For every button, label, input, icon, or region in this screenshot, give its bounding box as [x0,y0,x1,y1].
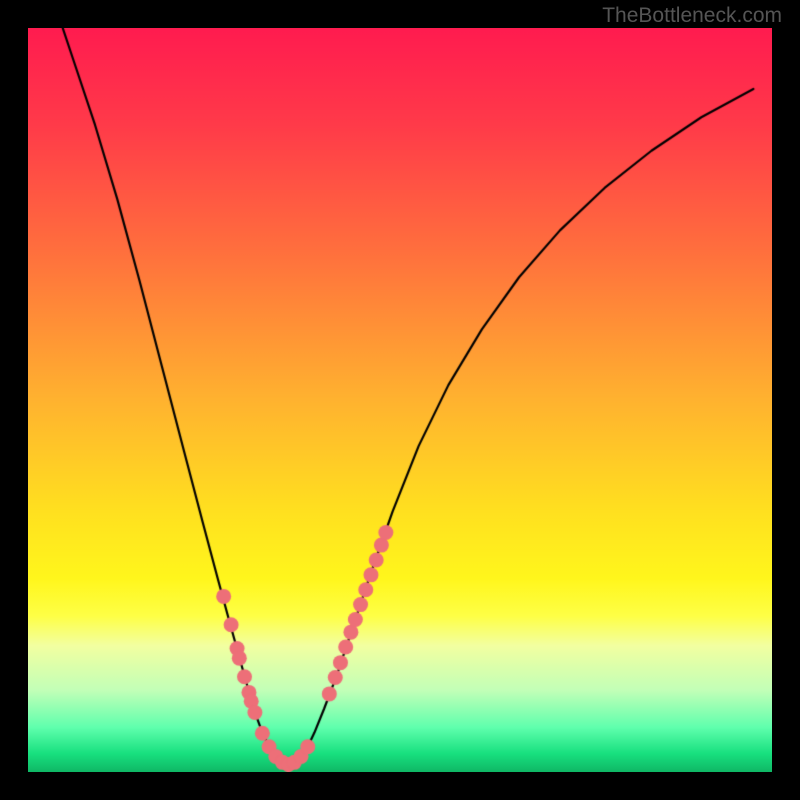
chart-stage: TheBottleneck.com [0,0,800,800]
bottleneck-curve-canvas [28,28,772,772]
watermark-text: TheBottleneck.com [602,4,782,28]
